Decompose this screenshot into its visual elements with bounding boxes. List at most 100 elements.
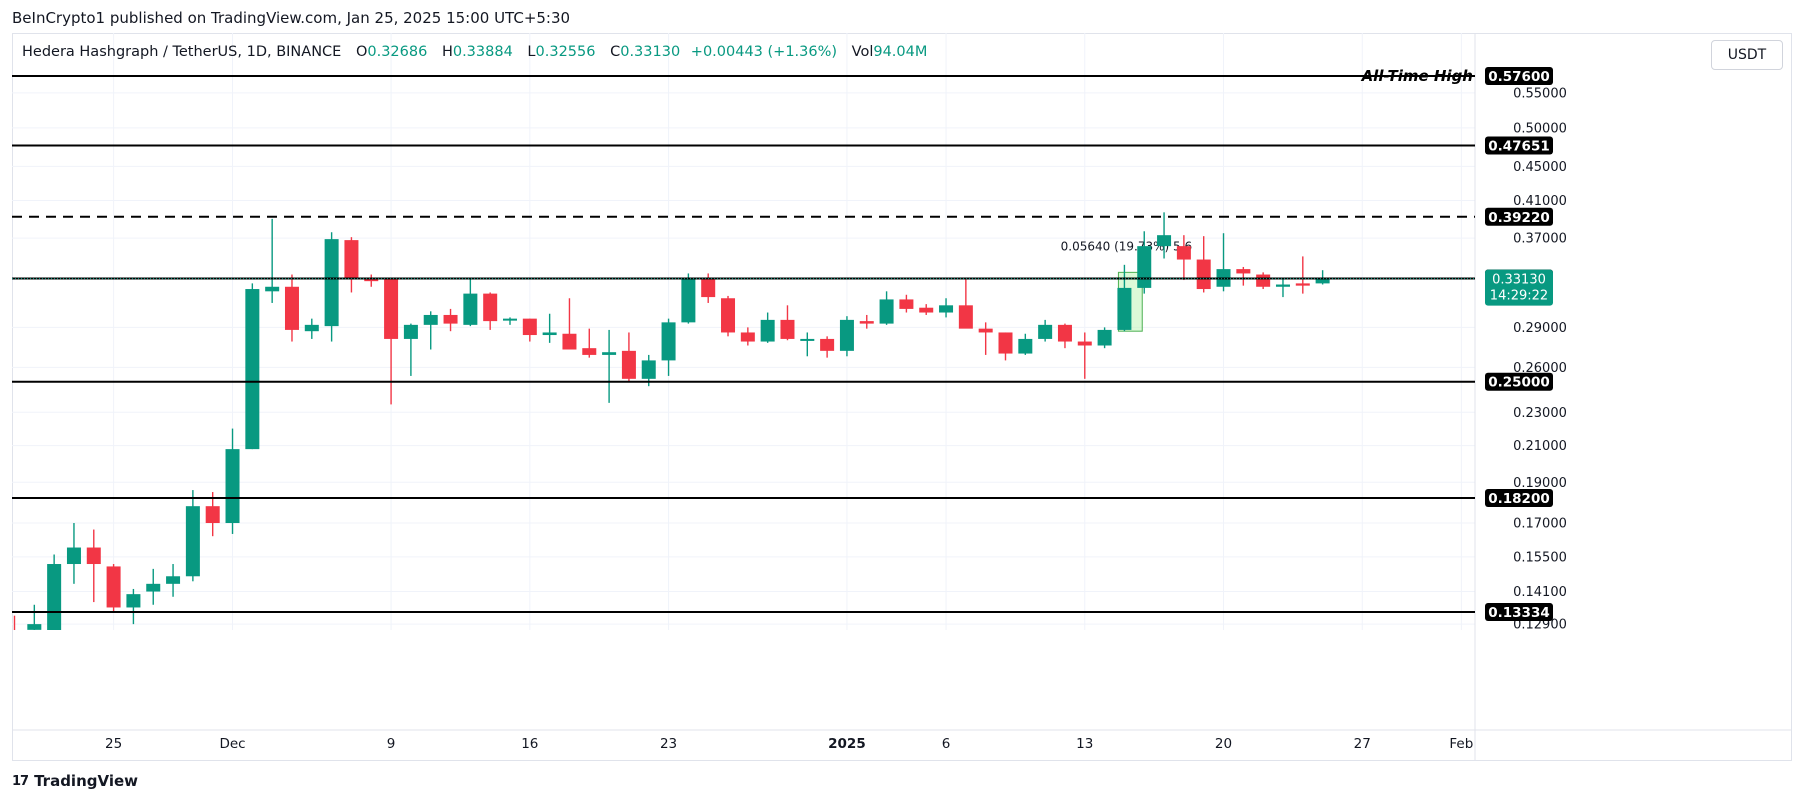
candle-body [1097, 329, 1112, 346]
symbol-title[interactable]: Hedera Hashgraph / TetherUS, 1D, BINANCE [22, 44, 342, 60]
y-tick-label: 0.12900 [1513, 618, 1567, 633]
candle-body [701, 277, 716, 298]
candle-up [463, 278, 478, 327]
candle-body [1196, 259, 1211, 290]
candle-down [86, 529, 101, 603]
candle-body [1315, 278, 1330, 284]
level-price-label: 0.25000 [1488, 375, 1550, 391]
x-tick-label: Dec [219, 736, 245, 752]
candle-down [483, 292, 498, 330]
candle-body [1057, 324, 1072, 342]
level-price-label: 0.47651 [1488, 138, 1550, 154]
x-tick-label: 27 [1354, 736, 1371, 752]
candle-up [245, 283, 260, 450]
y-tick-label: 0.37000 [1513, 232, 1567, 247]
y-tick-label: 0.14100 [1513, 585, 1567, 600]
candle-body [1077, 341, 1092, 346]
candle-up [66, 523, 81, 584]
candle-up [185, 490, 200, 582]
candle-body [27, 624, 42, 630]
candle-up [166, 564, 181, 597]
candle-body [661, 322, 676, 361]
candle-up [1038, 319, 1053, 342]
candle-body [185, 506, 200, 577]
candle-down [364, 274, 379, 287]
candle-up [1157, 212, 1172, 259]
candle-body [1137, 246, 1152, 288]
y-tick-label: 0.55000 [1513, 86, 1567, 101]
level-price-tag [1485, 207, 1553, 226]
candle-body [384, 278, 399, 339]
level-price-tag [1485, 67, 1553, 85]
y-tick-label: 0.50000 [1513, 121, 1567, 136]
x-tick-label: Feb [1449, 736, 1473, 752]
y-tick-label: 0.17000 [1513, 517, 1567, 532]
candle-up [27, 604, 42, 630]
level-price-tag [1485, 489, 1553, 508]
candle-down [820, 336, 835, 358]
candle-body [403, 324, 418, 339]
candle-up [304, 318, 319, 339]
currency-button[interactable]: USDT [1711, 40, 1783, 70]
level-price-tag [1485, 136, 1553, 155]
candle-down [1295, 256, 1310, 294]
x-tick-label: 23 [660, 736, 677, 752]
x-tick-label: 2025 [828, 736, 866, 752]
all-time-high-label: All-Time High [1361, 67, 1473, 85]
candle-up [602, 329, 617, 403]
close-value: 0.33130 [620, 44, 681, 60]
candle-up [1216, 233, 1231, 292]
tradingview-logo-icon: 17 [12, 773, 29, 789]
candle-up [126, 588, 141, 625]
candle-body [106, 566, 121, 608]
candle-up [1097, 327, 1112, 349]
level-price-tag [1485, 603, 1553, 621]
candle-body [721, 298, 736, 333]
candle-down [13, 615, 16, 630]
candle-body [740, 332, 755, 342]
candle-up [146, 568, 161, 605]
candle-up [265, 218, 280, 303]
candle-body [1236, 269, 1251, 274]
published-caption: BeInCrypto1 published on TradingView.com… [12, 9, 571, 27]
candle-body [879, 299, 894, 324]
candle-down [859, 314, 874, 329]
candle-body [760, 319, 775, 342]
candle-down [998, 332, 1013, 361]
candle-body [483, 293, 498, 322]
candle-down [522, 318, 537, 342]
candle-up [542, 313, 557, 343]
candle-body [780, 319, 795, 339]
x-tick-label: 16 [521, 736, 538, 752]
candle-body [1117, 287, 1132, 330]
candle-body [245, 289, 260, 450]
candle-down [284, 274, 299, 342]
candle-body [1038, 324, 1053, 339]
grid-lines [12, 33, 1475, 630]
tradingview-brand[interactable]: 17 TradingView [12, 772, 138, 790]
candle-up [47, 554, 62, 630]
candle-body [681, 277, 696, 323]
candle-body [146, 583, 161, 592]
candle-down [106, 564, 121, 613]
volume-value: 94.04M [873, 44, 928, 60]
candle-body [1157, 235, 1172, 247]
candle-up [324, 232, 339, 342]
y-tick-label: 0.41000 [1513, 194, 1567, 209]
candle-down [1077, 332, 1092, 379]
candle-down [384, 278, 399, 405]
candle-up [760, 312, 775, 343]
candle-down [1236, 266, 1251, 286]
candle-body [522, 318, 537, 336]
bar-countdown-label: 14:29:22 [1490, 289, 1548, 304]
candle-body [602, 352, 617, 355]
x-tick-label: 13 [1076, 736, 1093, 752]
candle-body [641, 360, 656, 379]
y-tick-label: 0.45000 [1513, 160, 1567, 175]
candle-down [621, 332, 636, 382]
candle-up [839, 316, 854, 357]
chart-frame [12, 33, 1792, 761]
candle-body [463, 293, 478, 325]
candle-body [284, 286, 299, 330]
